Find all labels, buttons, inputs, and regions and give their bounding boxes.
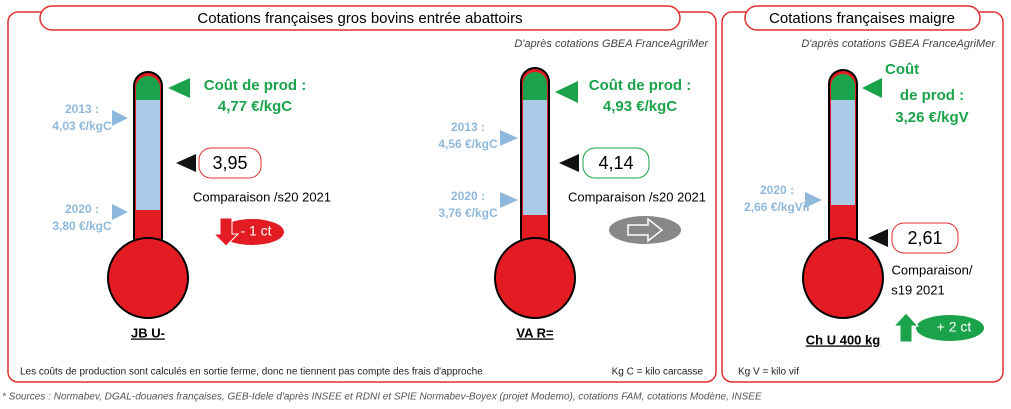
- year-label: 2013 :: [451, 120, 485, 134]
- ref-value: 4,56 €/kgC: [438, 137, 498, 151]
- cost-value: 4,93 €/kgC: [603, 98, 677, 115]
- price: 3,95: [212, 153, 247, 173]
- source: D'après cotations GBEA FranceAgriMer: [801, 38, 996, 50]
- footnote: Kg V = kilo vif: [738, 367, 799, 378]
- year-label: 2020 :: [760, 183, 794, 197]
- footnote: Kg C = kilo carcasse: [612, 367, 704, 378]
- comparison: s19 2021: [891, 282, 945, 297]
- comparison: Comparaison/: [892, 262, 973, 277]
- panel-title: Cotations françaises gros bovins entrée …: [197, 10, 522, 27]
- cost-value: 3,26 €/kgV: [895, 109, 968, 126]
- ref-value: 4,03 €/kgC: [52, 119, 112, 133]
- comparison: Comparaison /s20 2021: [193, 189, 331, 204]
- sources: * Sources : Normabev, DGAL-douanes franç…: [2, 392, 762, 403]
- cost-label: Coût: [885, 61, 919, 78]
- ref-value: 3,80 €/kgC: [52, 219, 112, 233]
- source: D'après cotations GBEA FranceAgriMer: [514, 38, 709, 50]
- ref-value: 3,76 €/kgC: [438, 206, 498, 220]
- price: 2,61: [907, 228, 942, 248]
- category-name: Ch U 400 kg: [806, 332, 880, 347]
- ref-value: 2,66 €/kgVif: [744, 200, 811, 214]
- category-name: VA R=: [516, 325, 554, 340]
- year-label: 2020 :: [65, 202, 99, 216]
- price: 4,14: [598, 153, 633, 173]
- cost-label: de prod :: [900, 87, 964, 104]
- category-name: JB U-: [131, 325, 165, 340]
- comparison: Comparaison /s20 2021: [568, 189, 706, 204]
- cost-label: Coût de prod :: [204, 77, 306, 94]
- change: - 1 ct: [240, 223, 271, 239]
- change: + 2 ct: [937, 319, 972, 335]
- infographic: Cotations françaises gros bovins entrée …: [0, 0, 1011, 404]
- year-label: 2013 :: [65, 102, 99, 116]
- year-label: 2020 :: [451, 189, 485, 203]
- cost-label: Coût de prod :: [589, 77, 691, 94]
- cost-value: 4,77 €/kgC: [218, 98, 292, 115]
- panel-title: Cotations françaises maigre: [769, 10, 955, 27]
- footnote: Les coûts de production sont calculés en…: [20, 367, 483, 378]
